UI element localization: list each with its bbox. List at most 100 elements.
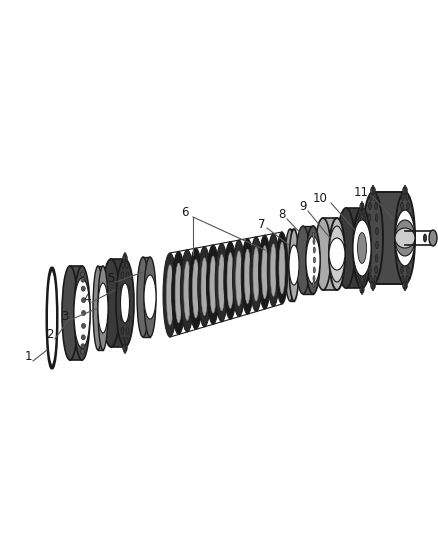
Ellipse shape bbox=[408, 227, 410, 235]
Text: 7: 7 bbox=[258, 217, 266, 230]
Ellipse shape bbox=[364, 238, 367, 245]
Text: 1: 1 bbox=[24, 351, 32, 364]
Ellipse shape bbox=[122, 337, 124, 344]
Text: 10: 10 bbox=[313, 192, 328, 206]
Ellipse shape bbox=[172, 252, 186, 335]
Ellipse shape bbox=[407, 255, 410, 262]
Ellipse shape bbox=[81, 349, 85, 354]
Ellipse shape bbox=[400, 241, 403, 249]
Bar bbox=[373, 192, 405, 284]
Ellipse shape bbox=[306, 236, 320, 284]
Ellipse shape bbox=[81, 311, 85, 316]
Ellipse shape bbox=[233, 240, 245, 317]
Ellipse shape bbox=[127, 285, 129, 292]
Ellipse shape bbox=[369, 266, 371, 274]
Ellipse shape bbox=[374, 193, 377, 200]
Ellipse shape bbox=[407, 214, 410, 221]
Ellipse shape bbox=[406, 193, 409, 200]
Ellipse shape bbox=[279, 242, 285, 294]
Text: 5: 5 bbox=[107, 271, 115, 285]
Ellipse shape bbox=[359, 208, 361, 215]
Ellipse shape bbox=[267, 233, 279, 306]
Ellipse shape bbox=[81, 277, 85, 282]
Bar bbox=[111, 259, 125, 347]
Ellipse shape bbox=[402, 193, 404, 200]
Ellipse shape bbox=[289, 245, 299, 285]
Ellipse shape bbox=[362, 286, 364, 293]
Ellipse shape bbox=[137, 257, 149, 337]
Ellipse shape bbox=[313, 232, 314, 239]
Ellipse shape bbox=[373, 187, 375, 195]
Ellipse shape bbox=[198, 247, 211, 327]
Ellipse shape bbox=[376, 241, 378, 249]
Ellipse shape bbox=[166, 265, 173, 325]
Ellipse shape bbox=[403, 281, 405, 289]
Ellipse shape bbox=[289, 229, 299, 301]
Ellipse shape bbox=[121, 327, 124, 334]
Ellipse shape bbox=[123, 255, 125, 262]
Ellipse shape bbox=[357, 232, 367, 263]
Ellipse shape bbox=[405, 281, 407, 289]
Ellipse shape bbox=[163, 253, 177, 337]
Ellipse shape bbox=[357, 238, 360, 245]
Ellipse shape bbox=[313, 257, 315, 263]
Ellipse shape bbox=[120, 285, 124, 292]
Ellipse shape bbox=[241, 238, 254, 314]
Ellipse shape bbox=[395, 228, 415, 248]
Ellipse shape bbox=[74, 266, 90, 360]
Ellipse shape bbox=[353, 220, 371, 276]
Ellipse shape bbox=[368, 241, 371, 249]
Ellipse shape bbox=[81, 297, 85, 303]
Ellipse shape bbox=[371, 281, 373, 289]
Ellipse shape bbox=[227, 253, 233, 309]
Ellipse shape bbox=[98, 266, 108, 350]
Ellipse shape bbox=[405, 187, 407, 195]
Bar bbox=[323, 218, 337, 290]
Ellipse shape bbox=[81, 286, 85, 291]
Ellipse shape bbox=[372, 185, 374, 193]
Ellipse shape bbox=[127, 314, 129, 321]
Ellipse shape bbox=[360, 286, 362, 293]
Ellipse shape bbox=[175, 263, 182, 323]
Text: 6: 6 bbox=[181, 206, 189, 220]
Ellipse shape bbox=[261, 246, 268, 298]
Ellipse shape bbox=[363, 281, 365, 288]
Ellipse shape bbox=[189, 248, 203, 329]
Ellipse shape bbox=[404, 283, 406, 291]
Ellipse shape bbox=[376, 227, 378, 235]
Ellipse shape bbox=[313, 267, 315, 273]
Ellipse shape bbox=[121, 272, 124, 279]
Ellipse shape bbox=[407, 202, 410, 209]
Ellipse shape bbox=[144, 275, 156, 319]
Bar bbox=[303, 226, 313, 294]
Ellipse shape bbox=[353, 208, 371, 288]
Ellipse shape bbox=[375, 255, 378, 262]
Ellipse shape bbox=[424, 234, 427, 242]
Ellipse shape bbox=[206, 245, 220, 324]
Bar bbox=[346, 208, 362, 288]
Ellipse shape bbox=[306, 226, 320, 294]
Bar bbox=[98, 266, 103, 350]
Ellipse shape bbox=[357, 251, 360, 257]
Ellipse shape bbox=[62, 266, 78, 360]
Ellipse shape bbox=[371, 187, 373, 195]
Ellipse shape bbox=[258, 235, 271, 309]
Ellipse shape bbox=[429, 230, 437, 246]
Ellipse shape bbox=[123, 344, 125, 351]
Ellipse shape bbox=[368, 227, 371, 235]
Ellipse shape bbox=[125, 255, 127, 262]
Ellipse shape bbox=[126, 272, 129, 279]
Ellipse shape bbox=[201, 258, 208, 316]
Ellipse shape bbox=[253, 247, 259, 301]
Bar bbox=[70, 266, 82, 360]
Ellipse shape bbox=[357, 227, 360, 233]
Ellipse shape bbox=[127, 300, 130, 306]
Ellipse shape bbox=[276, 232, 288, 304]
Text: 2: 2 bbox=[46, 328, 54, 342]
Ellipse shape bbox=[98, 283, 108, 333]
Ellipse shape bbox=[375, 266, 377, 274]
Ellipse shape bbox=[400, 227, 403, 235]
Ellipse shape bbox=[120, 283, 130, 323]
Ellipse shape bbox=[93, 266, 103, 350]
Ellipse shape bbox=[285, 229, 295, 301]
